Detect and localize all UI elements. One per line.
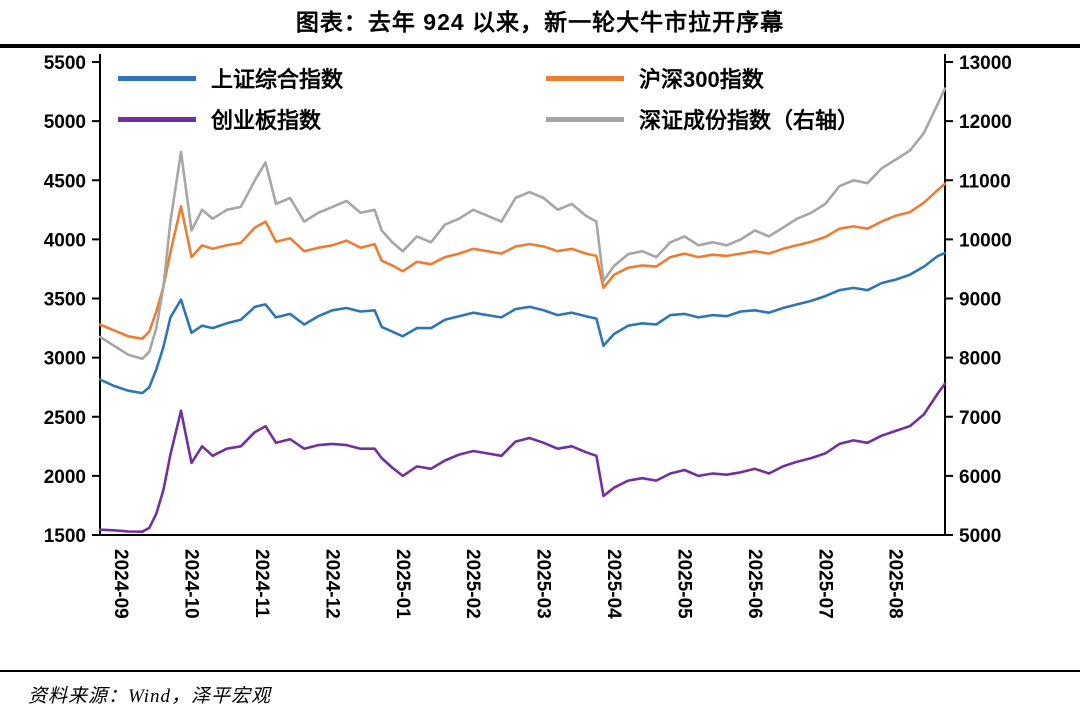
right-axis-tick-label: 12000 [959, 112, 1012, 133]
legend-swatch [118, 116, 196, 122]
chart-footer: 资料来源：Wind，泽平宏观 [0, 670, 1080, 717]
x-axis-month-label: 2024-11 [251, 549, 272, 618]
x-axis-month-label: 2025-04 [603, 549, 624, 619]
right-axis-tick-label: 6000 [959, 467, 1001, 488]
title-rule [0, 44, 1080, 48]
right-axis-tick-label: 11000 [959, 171, 1011, 192]
x-axis-month-label: 2025-05 [674, 549, 695, 619]
legend-label: 深证成份指数（右轴） [639, 108, 860, 133]
footer-top-rule [0, 670, 1080, 672]
right-axis-tick-label: 8000 [959, 349, 1001, 370]
source-text: 资料来源：Wind，泽平宏观 [28, 686, 272, 707]
x-axis-month-label: 2025-01 [392, 549, 413, 619]
series-line-1 [98, 182, 947, 341]
left-axis-tick-label: 4500 [44, 171, 86, 192]
x-axis-month-label: 2025-08 [885, 549, 906, 619]
x-axis-month-label: 2024-12 [321, 549, 342, 619]
legend-label: 创业板指数 [211, 108, 322, 133]
x-axis-month-label: 2024-10 [181, 549, 202, 619]
left-axis-tick-label: 4000 [44, 230, 86, 251]
x-axis-month-label: 2025-03 [533, 549, 554, 619]
chart-title: 图表：去年 924 以来，新一轮大牛市拉开序幕 [295, 9, 785, 35]
series-line-2 [98, 382, 947, 534]
x-axis-month-label: 2024-09 [110, 549, 131, 619]
x-axis-month-label: 2025-06 [744, 549, 765, 619]
left-axis-tick-label: 5500 [44, 53, 86, 74]
legend-swatch [546, 75, 624, 81]
left-axis-tick-label: 2000 [44, 467, 86, 488]
legend-swatch [546, 116, 624, 122]
left-axis-tick-label: 1500 [44, 526, 86, 547]
right-axis-tick-label: 5000 [959, 526, 1001, 547]
series-line-3 [98, 87, 947, 361]
legend-item-csi300: 沪深300指数 [546, 64, 859, 92]
left-axis-tick-label: 3000 [44, 349, 86, 370]
chart-svg: 1500 2000 2500 3000 3500 4000 4500 5000 5500 5000… [44, 53, 1012, 619]
right-axis-tick-label: 13000 [959, 53, 1012, 74]
chart-area: 1500 2000 2500 3000 3500 4000 4500 5000 5500 5000… [0, 48, 1080, 650]
series-line-0 [98, 251, 947, 395]
right-axis-tick-label: 10000 [959, 230, 1012, 251]
legend-label: 上证综合指数 [211, 67, 344, 92]
legend-label: 沪深300指数 [639, 67, 764, 92]
left-axis-tick-label: 2500 [44, 408, 86, 429]
legend-item-szcomp: 深证成份指数（右轴） [546, 105, 859, 133]
chart-legend: 上证综合指数 沪深300指数 创业板指数 深证成份指数（右轴） [118, 64, 859, 133]
legend-swatch [118, 75, 196, 81]
legend-item-chinext: 创业板指数 [118, 105, 546, 133]
left-axis-tick-label: 3500 [44, 290, 86, 311]
legend-item-sse: 上证综合指数 [118, 64, 546, 92]
x-axis-month-label: 2025-02 [462, 549, 483, 619]
x-axis-month-label: 2025-07 [814, 549, 835, 619]
right-axis-tick-label: 9000 [959, 290, 1001, 311]
right-axis-tick-label: 7000 [959, 408, 1001, 429]
left-axis-tick-label: 5000 [44, 112, 86, 133]
